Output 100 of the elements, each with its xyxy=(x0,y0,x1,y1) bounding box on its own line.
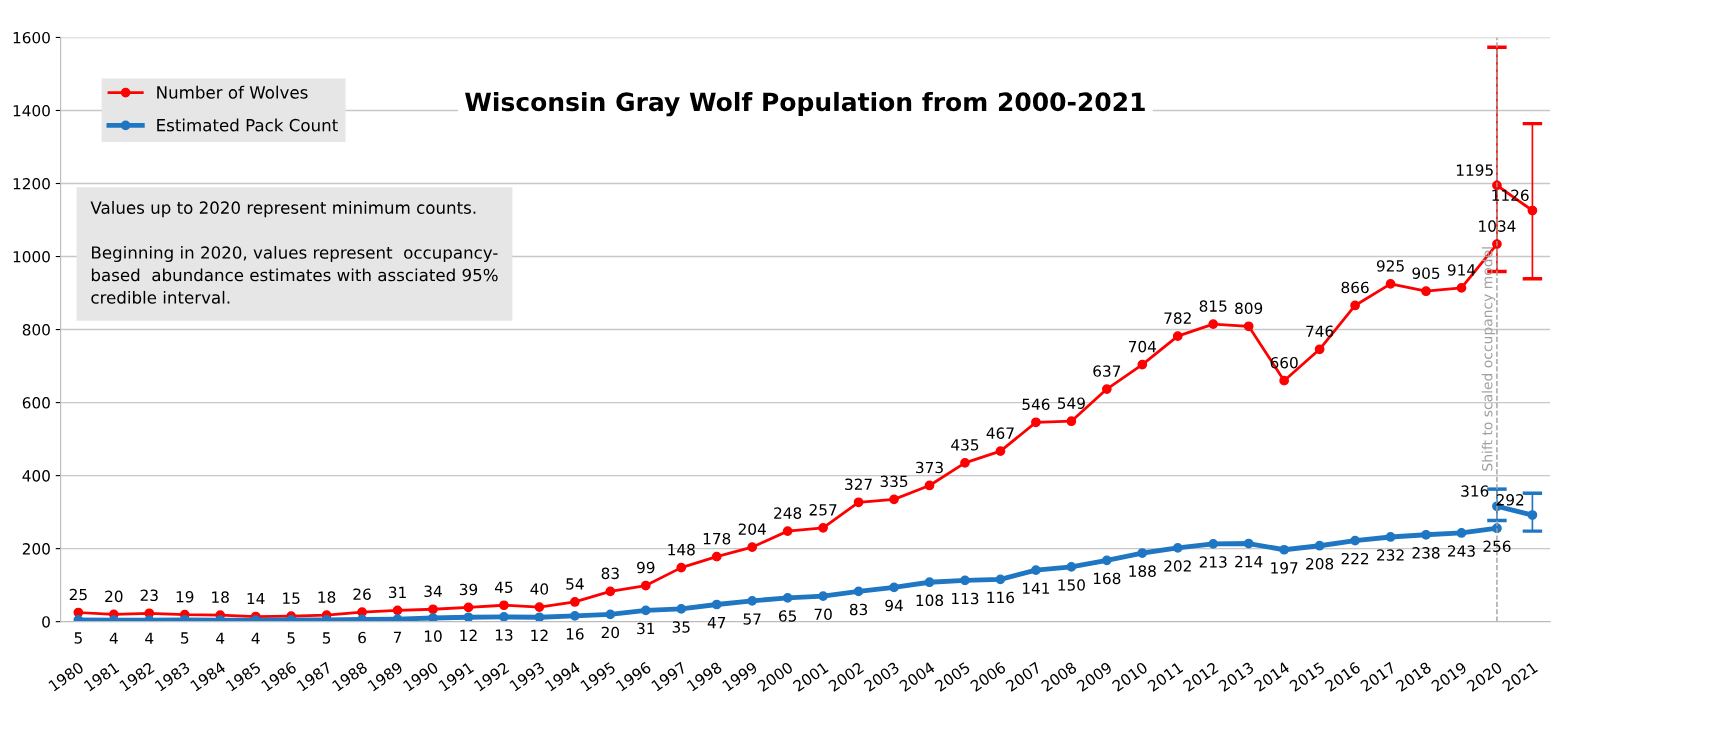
data-label: 94 xyxy=(885,599,903,612)
legend-label: Number of Wolves xyxy=(157,85,308,99)
data-label: 83 xyxy=(849,603,868,616)
point xyxy=(889,582,899,593)
data-label: 815 xyxy=(1199,300,1227,312)
y-tick-label: 1400 xyxy=(13,104,50,117)
data-label: 257 xyxy=(809,504,837,516)
data-label: 914 xyxy=(1447,264,1476,276)
point xyxy=(605,609,616,620)
data-label: 15 xyxy=(283,592,300,604)
data-label: 108 xyxy=(916,594,944,607)
point xyxy=(640,605,651,616)
data-label: 65 xyxy=(778,610,797,622)
point xyxy=(569,597,580,607)
data-label: 25 xyxy=(69,588,87,601)
y-tick-label: 0 xyxy=(42,616,50,628)
point xyxy=(1350,535,1360,546)
point xyxy=(1031,565,1041,576)
data-label: 256 xyxy=(1483,540,1511,553)
data-label: 5 xyxy=(181,632,189,644)
data-label: 204 xyxy=(738,523,766,535)
data-label: 292 xyxy=(1496,494,1524,506)
data-label: 188 xyxy=(1129,565,1156,577)
data-label: 335 xyxy=(880,475,908,488)
point xyxy=(818,591,828,601)
data-label: 6 xyxy=(358,631,366,644)
point xyxy=(428,604,438,615)
data-label: 148 xyxy=(668,543,695,556)
text: Wisconsin Gray Wolf Population from 2000-2021 xyxy=(465,91,1145,117)
point xyxy=(1243,321,1254,332)
data-label: 782 xyxy=(1164,312,1191,324)
data-label: 4 xyxy=(216,632,225,644)
data-label: 31 xyxy=(637,622,655,635)
point xyxy=(499,600,509,611)
data-label: 31 xyxy=(388,586,406,599)
data-label: 34 xyxy=(424,585,442,598)
data-label: 373 xyxy=(916,461,943,474)
data-label: 809 xyxy=(1235,302,1263,315)
y-tick-label: 600 xyxy=(22,397,50,409)
point xyxy=(463,602,474,613)
data-label: 1034 xyxy=(1479,220,1516,232)
data-label: 238 xyxy=(1412,547,1440,559)
data-label: 5 xyxy=(287,632,295,644)
data-label: 4 xyxy=(145,632,154,644)
data-label: 232 xyxy=(1377,549,1404,561)
point xyxy=(73,614,84,622)
point xyxy=(1314,540,1325,551)
data-label: 243 xyxy=(1448,545,1475,557)
point xyxy=(1456,528,1467,538)
data-label: 4 xyxy=(109,632,118,644)
data-label: 214 xyxy=(1235,555,1263,568)
data-label: 23 xyxy=(140,589,158,602)
point xyxy=(1279,375,1290,386)
point xyxy=(676,562,687,573)
data-label: 208 xyxy=(1306,558,1334,570)
data-label: 4 xyxy=(251,632,260,644)
point xyxy=(1385,279,1396,289)
data-label: 45 xyxy=(494,581,513,594)
data-label: 222 xyxy=(1341,552,1369,565)
point xyxy=(924,577,935,588)
point xyxy=(605,586,616,597)
point xyxy=(1385,532,1396,542)
data-label: 70 xyxy=(814,608,832,620)
point xyxy=(569,610,580,621)
data-label: 16 xyxy=(566,628,584,640)
point xyxy=(534,602,545,612)
point xyxy=(782,593,793,603)
data-label: 467 xyxy=(986,427,1014,439)
point xyxy=(853,586,864,597)
data-label: 20 xyxy=(105,590,123,603)
data-label: 13 xyxy=(495,629,513,641)
data-label: 435 xyxy=(951,439,979,451)
point xyxy=(1137,359,1148,370)
y-tick-label: 200 xyxy=(22,543,50,555)
point xyxy=(960,575,970,586)
point xyxy=(1066,562,1077,572)
legend-label: Estimated Pack Count xyxy=(157,118,338,132)
point xyxy=(1421,529,1431,540)
point xyxy=(534,612,545,622)
data-label: 202 xyxy=(1164,560,1191,572)
point xyxy=(924,480,935,491)
data-label: 197 xyxy=(1271,562,1298,574)
data-label: 18 xyxy=(318,591,336,603)
data-label: 20 xyxy=(601,626,620,639)
data-label: 83 xyxy=(601,567,619,580)
data-label: 178 xyxy=(703,532,731,545)
point xyxy=(1208,539,1219,549)
data-label: 1195 xyxy=(1456,164,1493,176)
data-label: 704 xyxy=(1128,340,1157,353)
data-label: 35 xyxy=(672,621,690,633)
data-label: 549 xyxy=(1057,397,1085,409)
data-label: 12 xyxy=(460,629,477,641)
data-label: 40 xyxy=(530,583,549,595)
data-label: 150 xyxy=(1058,579,1085,591)
data-label: 316 xyxy=(1461,485,1489,497)
data-label: 327 xyxy=(845,478,872,491)
point xyxy=(1279,544,1290,555)
point xyxy=(1137,548,1148,558)
point xyxy=(1314,344,1325,355)
point xyxy=(1421,286,1431,297)
